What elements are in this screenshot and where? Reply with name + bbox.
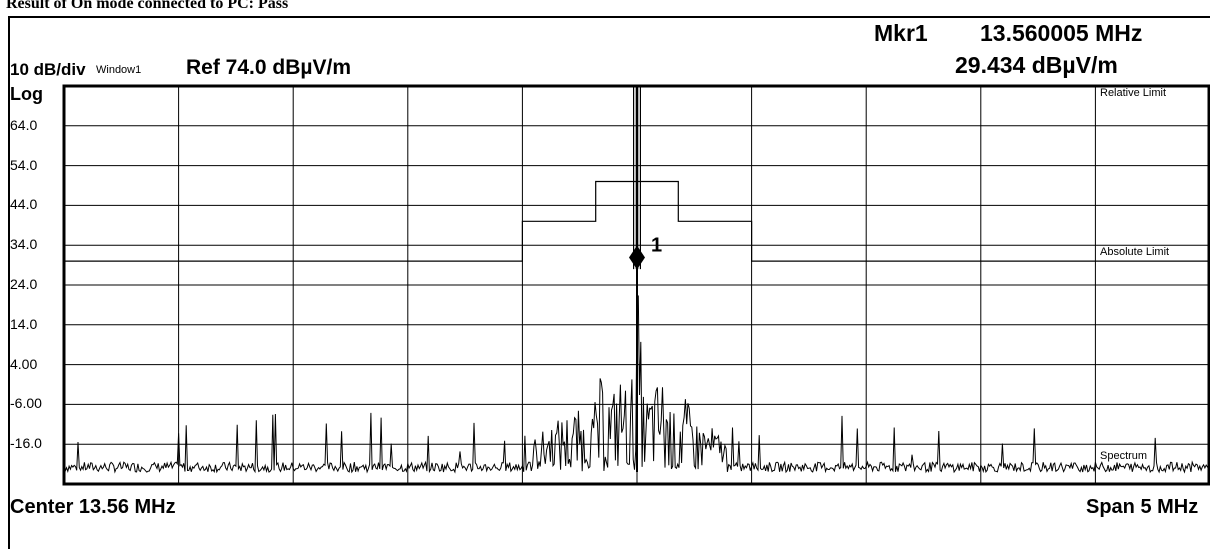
ref-level-label: Ref 74.0 dBµV/m	[186, 56, 351, 79]
y-tick-label: 4.00	[10, 355, 38, 372]
spectrum-label: Spectrum	[1100, 450, 1147, 462]
window-label: Window1	[96, 64, 142, 76]
marker-number: 1	[651, 235, 662, 257]
marker-amplitude: 29.434 dBµV/m	[955, 52, 1118, 78]
absolute-limit-label: Absolute Limit	[1100, 246, 1169, 258]
log-label: Log	[10, 84, 43, 104]
span-label: Span 5 MHz	[1086, 496, 1199, 518]
absolute-limit-line	[64, 180, 1210, 262]
relative-limit-label: Relative Limit	[1100, 87, 1166, 99]
marker-diamond	[629, 245, 645, 270]
y-tick-label: -16.0	[10, 435, 42, 452]
y-tick-label: -6.00	[10, 395, 42, 412]
marker-label: Mkr1	[874, 20, 928, 46]
y-tick-label: 44.0	[10, 196, 38, 213]
y-tick-label: 14.0	[10, 315, 38, 332]
y-tick-label: 34.0	[10, 236, 38, 253]
center-frequency-label: Center 13.56 MHz	[10, 496, 176, 518]
y-tick-label: 24.0	[10, 276, 38, 292]
analyzer-frame	[8, 16, 1210, 549]
relative-limit-line	[635, 85, 639, 270]
caption: Result of On mode connected to PC: Pass	[6, 0, 289, 12]
scale-label: 10 dB/div	[10, 60, 86, 79]
marker-frequency: 13.560005 MHz	[980, 20, 1143, 46]
y-tick-label: 64.0	[10, 116, 38, 133]
y-tick-label: 54.0	[10, 156, 38, 173]
